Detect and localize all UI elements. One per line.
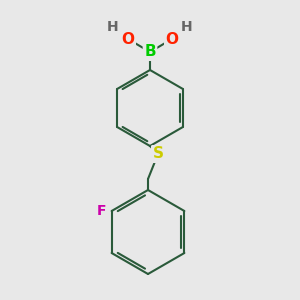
Text: H: H <box>181 20 193 34</box>
Text: S: S <box>152 146 164 161</box>
Text: O: O <box>166 32 178 46</box>
Text: O: O <box>122 32 134 46</box>
Text: B: B <box>144 44 156 59</box>
Text: F: F <box>97 204 106 218</box>
Text: H: H <box>107 20 119 34</box>
